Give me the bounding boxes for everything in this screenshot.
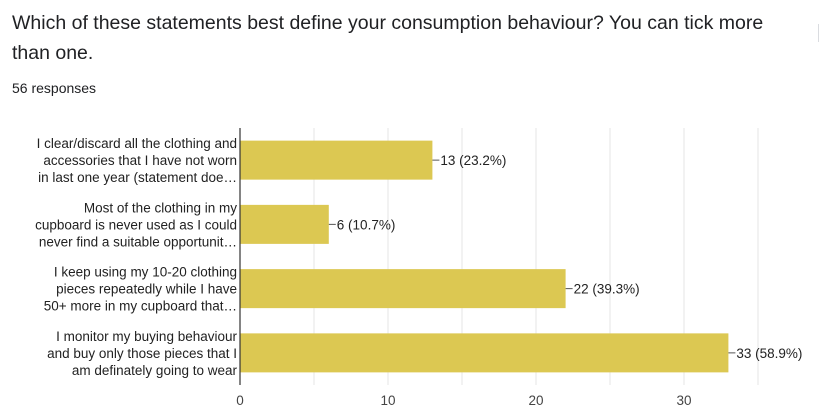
category-label: Most of the clothing in my [84,200,237,215]
bar-3 [240,269,566,309]
category-label: never find a suitable opportunit… [39,234,237,249]
category-label: cupboard is never used as I could [35,217,237,232]
data-label-4: 33 (58.9%) [736,346,802,361]
category-label: 50+ more in my cupboard that… [44,299,237,314]
category-label: am definately going to wear [72,363,238,378]
x-tick-label: 0 [236,393,244,408]
category-label: I clear/discard all the clothing and [37,136,237,151]
category-label: I keep using my 10-20 clothing [54,265,237,280]
bar-1 [240,140,433,180]
category-label: pieces repeatedly while I have [56,282,237,297]
category-label: I monitor my buying behaviour [56,329,237,344]
data-label-2: 6 (10.7%) [337,217,396,232]
x-tick-label: 30 [676,393,691,408]
bar-2 [240,204,329,244]
response-count: 56 responses [12,80,97,96]
category-label: accessories that I have not worn [43,153,237,168]
data-label-1: 13 (23.2%) [440,153,506,168]
scroll-edge [818,24,819,42]
x-tick-label: 10 [380,393,395,408]
category-label: in last one year (statement doe… [38,170,237,185]
question-title: Which of these statements best define yo… [12,12,764,64]
data-label-3: 22 (39.3%) [574,282,640,297]
category-label: and buy only those pieces that I [47,346,237,361]
x-tick-label: 20 [528,393,543,408]
bar-4 [240,333,729,373]
